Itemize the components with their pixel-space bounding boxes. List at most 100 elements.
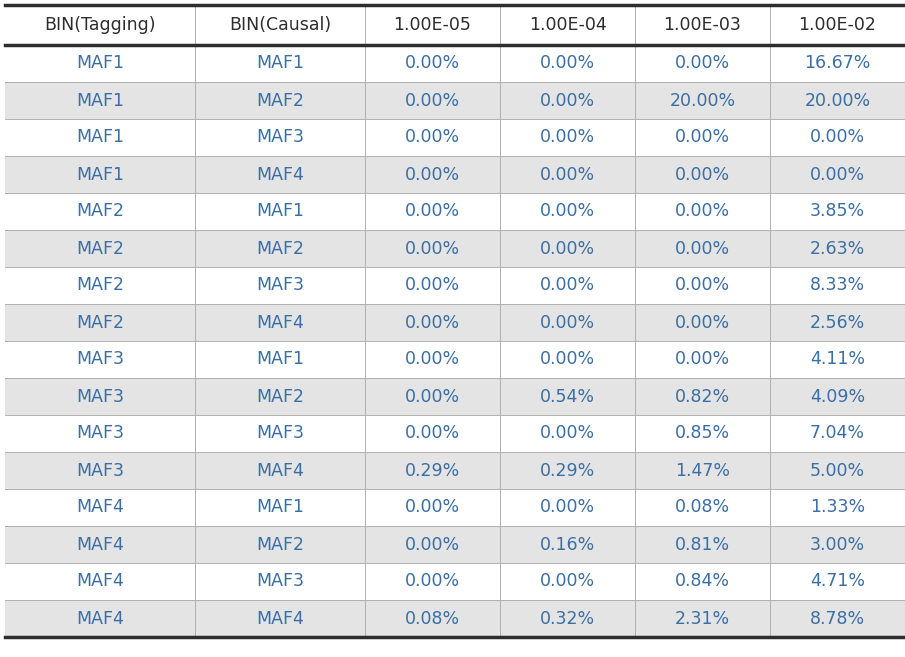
Text: 0.00%: 0.00% xyxy=(405,572,460,591)
Text: MAF4: MAF4 xyxy=(76,499,124,516)
Text: 8.78%: 8.78% xyxy=(810,610,865,627)
Text: 4.71%: 4.71% xyxy=(810,572,865,591)
Text: 0.00%: 0.00% xyxy=(675,313,730,332)
Text: BIN(Causal): BIN(Causal) xyxy=(229,16,331,34)
Bar xyxy=(5,119,905,156)
Text: 3.85%: 3.85% xyxy=(810,202,865,221)
Text: 0.00%: 0.00% xyxy=(540,350,595,369)
Text: 0.00%: 0.00% xyxy=(540,240,595,258)
Text: 0.00%: 0.00% xyxy=(540,166,595,183)
Text: 0.00%: 0.00% xyxy=(540,572,595,591)
Text: 0.29%: 0.29% xyxy=(405,461,460,480)
Text: 0.00%: 0.00% xyxy=(405,424,460,443)
Bar xyxy=(5,378,905,415)
Bar xyxy=(5,489,905,526)
Text: 0.00%: 0.00% xyxy=(540,499,595,516)
Text: 7.04%: 7.04% xyxy=(810,424,865,443)
Bar xyxy=(5,5,905,45)
Text: MAF1: MAF1 xyxy=(256,55,304,72)
Text: 0.82%: 0.82% xyxy=(675,388,730,405)
Text: MAF4: MAF4 xyxy=(76,572,124,591)
Text: MAF3: MAF3 xyxy=(76,424,124,443)
Text: 16.67%: 16.67% xyxy=(805,55,871,72)
Text: MAF3: MAF3 xyxy=(256,129,304,147)
Text: 0.00%: 0.00% xyxy=(405,388,460,405)
Bar xyxy=(5,600,905,637)
Text: MAF2: MAF2 xyxy=(76,202,124,221)
Text: MAF4: MAF4 xyxy=(256,610,304,627)
Text: 0.00%: 0.00% xyxy=(540,129,595,147)
Text: 1.47%: 1.47% xyxy=(675,461,730,480)
Text: 0.00%: 0.00% xyxy=(405,499,460,516)
Text: MAF3: MAF3 xyxy=(76,461,124,480)
Text: 0.00%: 0.00% xyxy=(405,350,460,369)
Text: 0.00%: 0.00% xyxy=(405,535,460,553)
Text: 0.00%: 0.00% xyxy=(540,55,595,72)
Bar xyxy=(5,267,905,304)
Bar xyxy=(5,452,905,489)
Text: 0.00%: 0.00% xyxy=(540,313,595,332)
Text: MAF4: MAF4 xyxy=(256,166,304,183)
Text: BIN(Tagging): BIN(Tagging) xyxy=(44,16,156,34)
Text: 1.00E-04: 1.00E-04 xyxy=(529,16,606,34)
Text: 0.00%: 0.00% xyxy=(675,277,730,294)
Text: 1.33%: 1.33% xyxy=(810,499,865,516)
Text: 0.00%: 0.00% xyxy=(405,91,460,110)
Text: 5.00%: 5.00% xyxy=(810,461,865,480)
Text: MAF4: MAF4 xyxy=(256,461,304,480)
Bar xyxy=(5,304,905,341)
Text: 1.00E-02: 1.00E-02 xyxy=(798,16,876,34)
Text: MAF1: MAF1 xyxy=(76,166,124,183)
Text: 4.09%: 4.09% xyxy=(810,388,865,405)
Text: 0.00%: 0.00% xyxy=(540,424,595,443)
Text: 0.00%: 0.00% xyxy=(405,55,460,72)
Text: 0.00%: 0.00% xyxy=(405,313,460,332)
Text: MAF3: MAF3 xyxy=(76,388,124,405)
Bar xyxy=(5,563,905,600)
Text: MAF3: MAF3 xyxy=(256,572,304,591)
Text: 0.32%: 0.32% xyxy=(540,610,595,627)
Text: MAF2: MAF2 xyxy=(76,277,124,294)
Bar xyxy=(5,341,905,378)
Bar xyxy=(5,156,905,193)
Text: 0.54%: 0.54% xyxy=(540,388,595,405)
Text: 0.08%: 0.08% xyxy=(675,499,730,516)
Text: MAF3: MAF3 xyxy=(256,277,304,294)
Text: MAF3: MAF3 xyxy=(76,350,124,369)
Text: 3.00%: 3.00% xyxy=(810,535,865,553)
Text: 0.00%: 0.00% xyxy=(675,55,730,72)
Text: MAF1: MAF1 xyxy=(256,202,304,221)
Text: 0.00%: 0.00% xyxy=(405,240,460,258)
Bar xyxy=(5,45,905,82)
Text: 0.00%: 0.00% xyxy=(675,202,730,221)
Text: 20.00%: 20.00% xyxy=(670,91,736,110)
Text: 0.00%: 0.00% xyxy=(810,166,865,183)
Text: 20.00%: 20.00% xyxy=(805,91,871,110)
Text: 0.00%: 0.00% xyxy=(540,202,595,221)
Text: MAF4: MAF4 xyxy=(256,313,304,332)
Bar xyxy=(5,526,905,563)
Text: MAF2: MAF2 xyxy=(256,240,304,258)
Text: 0.85%: 0.85% xyxy=(675,424,730,443)
Text: 4.11%: 4.11% xyxy=(810,350,865,369)
Text: MAF2: MAF2 xyxy=(76,240,124,258)
Text: MAF4: MAF4 xyxy=(76,610,124,627)
Text: MAF1: MAF1 xyxy=(76,129,124,147)
Text: MAF2: MAF2 xyxy=(256,535,304,553)
Text: 0.00%: 0.00% xyxy=(675,129,730,147)
Text: 0.00%: 0.00% xyxy=(675,166,730,183)
Text: 0.00%: 0.00% xyxy=(405,202,460,221)
Text: 0.00%: 0.00% xyxy=(810,129,865,147)
Text: 0.84%: 0.84% xyxy=(675,572,730,591)
Text: 2.56%: 2.56% xyxy=(810,313,865,332)
Text: 1.00E-05: 1.00E-05 xyxy=(394,16,472,34)
Text: MAF1: MAF1 xyxy=(76,55,124,72)
Bar xyxy=(5,415,905,452)
Text: 0.29%: 0.29% xyxy=(540,461,595,480)
Text: 0.00%: 0.00% xyxy=(540,91,595,110)
Text: MAF1: MAF1 xyxy=(256,350,304,369)
Text: 0.00%: 0.00% xyxy=(405,277,460,294)
Text: MAF1: MAF1 xyxy=(256,499,304,516)
Text: MAF1: MAF1 xyxy=(76,91,124,110)
Text: 0.16%: 0.16% xyxy=(540,535,595,553)
